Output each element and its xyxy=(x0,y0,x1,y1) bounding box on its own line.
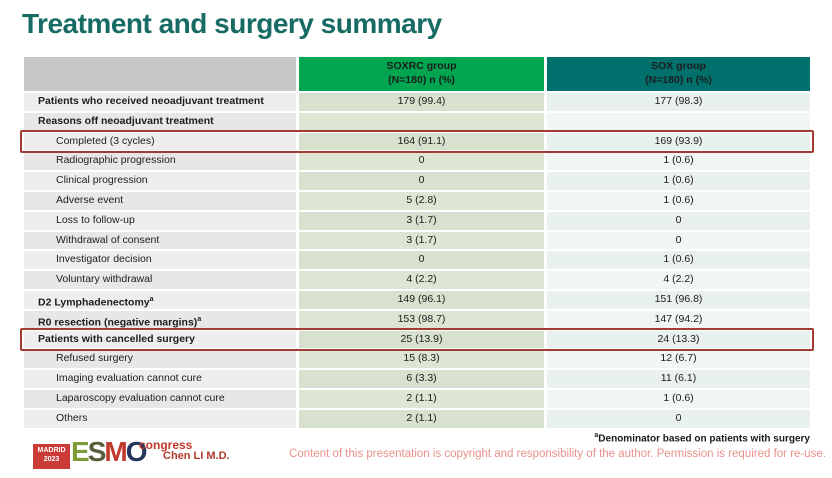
table-header-row: SOXRC group (N=180) n (%) SOX group (N=1… xyxy=(24,57,810,91)
sox-value: 151 (96.8) xyxy=(547,290,810,309)
table-row: Others 2 (1.1) 0 xyxy=(24,409,810,428)
row-label: Radiographic progression xyxy=(24,152,296,171)
table-row: R0 resection (negative margins)a 153 (98.… xyxy=(24,310,810,329)
row-label: Voluntary withdrawal xyxy=(24,271,296,289)
soxrc-value: 2 (1.1) xyxy=(299,389,544,408)
header-blank-cell xyxy=(24,57,296,91)
soxrc-value: 15 (8.3) xyxy=(299,350,544,369)
sox-value: 0 xyxy=(547,409,810,428)
treatment-summary-table: SOXRC group (N=180) n (%) SOX group (N=1… xyxy=(20,57,814,430)
table-row: Adverse event 5 (2.8) 1 (0.6) xyxy=(24,191,810,210)
soxrc-value: 0 xyxy=(299,172,544,190)
table-row: Radiographic progression 0 1 (0.6) xyxy=(24,152,810,171)
madrid-2023-badge: MADRID 2023 xyxy=(33,444,70,469)
soxrc-value: 3 (1.7) xyxy=(299,231,544,250)
soxrc-value: 4 (2.2) xyxy=(299,271,544,289)
soxrc-value: 5 (2.8) xyxy=(299,191,544,210)
table-row: Investigator decision 0 1 (0.6) xyxy=(24,251,810,270)
congress-label: congress xyxy=(139,438,193,452)
soxrc-value: 0 xyxy=(299,251,544,270)
row-label: Patients with cancelled surgery xyxy=(24,330,296,349)
table-row: Loss to follow-up 3 (1.7) 0 xyxy=(24,211,810,230)
row-label: R0 resection (negative margins)a xyxy=(24,310,296,329)
footnote-text: Denominator based on patients with surge… xyxy=(598,433,810,445)
sox-value: 177 (98.3) xyxy=(547,93,810,111)
author-name: Chen LI M.D. xyxy=(163,450,230,462)
soxrc-value xyxy=(299,112,544,131)
footnote-marker: a xyxy=(594,432,599,439)
table-row: Laparoscopy evaluation cannot cure 2 (1.1… xyxy=(24,389,810,408)
soxrc-group-n: (N=180) n (%) xyxy=(388,74,455,86)
table-row: Patients who received neoadjuvant treatm… xyxy=(24,93,810,111)
table-row: Completed (3 cycles) 164 (91.1) 169 (93.9) xyxy=(20,129,814,154)
year-label: 2023 xyxy=(43,456,60,464)
sox-group-name: SOX group xyxy=(651,60,706,73)
sox-value: 147 (94.2) xyxy=(547,310,810,329)
table-row: Patients with cancelled surgery 25 (13.9)… xyxy=(20,327,814,352)
esmo-congress-logo: MADRID 2023 ESMO congress xyxy=(33,434,192,473)
soxrc-value: 3 (1.7) xyxy=(299,211,544,230)
esmo-letter-e: E xyxy=(71,436,90,467)
row-label: Clinical progression xyxy=(24,172,296,190)
soxrc-value: 2 (1.1) xyxy=(299,409,544,428)
sox-value: 0 xyxy=(547,231,810,250)
soxrc-value: 149 (96.1) xyxy=(299,290,544,309)
page-title: Treatment and surgery summary xyxy=(22,8,442,39)
table-row: D2 Lymphadenectomya 149 (96.1) 151 (96.8) xyxy=(24,290,810,309)
row-label: Completed (3 cycles) xyxy=(24,132,296,151)
soxrc-value: 179 (99.4) xyxy=(299,93,544,111)
row-label: Investigator decision xyxy=(24,251,296,270)
table-row: Voluntary withdrawal 4 (2.2) 4 (2.2) xyxy=(24,271,810,289)
sox-value: 1 (0.6) xyxy=(547,389,810,408)
table-row: Imaging evaluation cannot cure 6 (3.3) 11 … xyxy=(24,370,810,388)
header-soxrc-group: SOXRC group (N=180) n (%) xyxy=(299,57,544,91)
sox-group-n: (N=180) n (%) xyxy=(645,74,712,86)
copyright-notice: Content of this presentation is copyrigh… xyxy=(289,448,826,460)
esmo-wordmark: ESMO xyxy=(71,434,148,470)
sox-value: 12 (6.7) xyxy=(547,350,810,369)
soxrc-group-name: SOXRC group xyxy=(386,60,457,73)
row-label: Loss to follow-up xyxy=(24,211,296,230)
row-label: Laparoscopy evaluation cannot cure xyxy=(24,389,296,408)
esmo-letter-o: O xyxy=(125,436,148,467)
table-row: Reasons off neoadjuvant treatment xyxy=(24,112,810,131)
sox-value: 0 xyxy=(547,211,810,230)
sox-value: 24 (13.3) xyxy=(547,330,810,349)
sox-value: 4 (2.2) xyxy=(547,271,810,289)
sox-value: 1 (0.6) xyxy=(547,251,810,270)
row-label: Adverse event xyxy=(24,191,296,210)
soxrc-value: 6 (3.3) xyxy=(299,370,544,388)
row-label: D2 Lymphadenectomya xyxy=(24,290,296,309)
table-row: Refused surgery 15 (8.3) 12 (6.7) xyxy=(24,350,810,369)
sox-value: 1 (0.6) xyxy=(547,191,810,210)
soxrc-value: 25 (13.9) xyxy=(299,330,544,349)
row-label: Patients who received neoadjuvant treatm… xyxy=(24,93,296,111)
sox-value: 1 (0.6) xyxy=(547,152,810,171)
table-row: Withdrawal of consent 3 (1.7) 0 xyxy=(24,231,810,250)
esmo-letter-s: S xyxy=(87,436,107,467)
table-row: Clinical progression 0 1 (0.6) xyxy=(24,172,810,190)
row-label: Imaging evaluation cannot cure xyxy=(24,370,296,388)
madrid-label: MADRID xyxy=(37,447,66,454)
row-label: Reasons off neoadjuvant treatment xyxy=(24,112,296,131)
row-label: Withdrawal of consent xyxy=(24,231,296,250)
row-label: Refused surgery xyxy=(24,350,296,369)
header-sox-group: SOX group (N=180) n (%) xyxy=(547,57,810,91)
denominator-footnote: aDenominator based on patients with surg… xyxy=(594,432,810,444)
sox-value: 11 (6.1) xyxy=(547,370,810,388)
soxrc-value: 0 xyxy=(299,152,544,171)
sox-value xyxy=(547,112,810,131)
table-body: Patients who received neoadjuvant treatm… xyxy=(20,93,814,428)
sox-value: 1 (0.6) xyxy=(547,172,810,190)
row-label: Others xyxy=(24,409,296,428)
soxrc-value: 164 (91.1) xyxy=(299,132,544,151)
sox-value: 169 (93.9) xyxy=(547,132,810,151)
esmo-letter-m: M xyxy=(104,436,127,467)
soxrc-value: 153 (98.7) xyxy=(299,310,544,329)
